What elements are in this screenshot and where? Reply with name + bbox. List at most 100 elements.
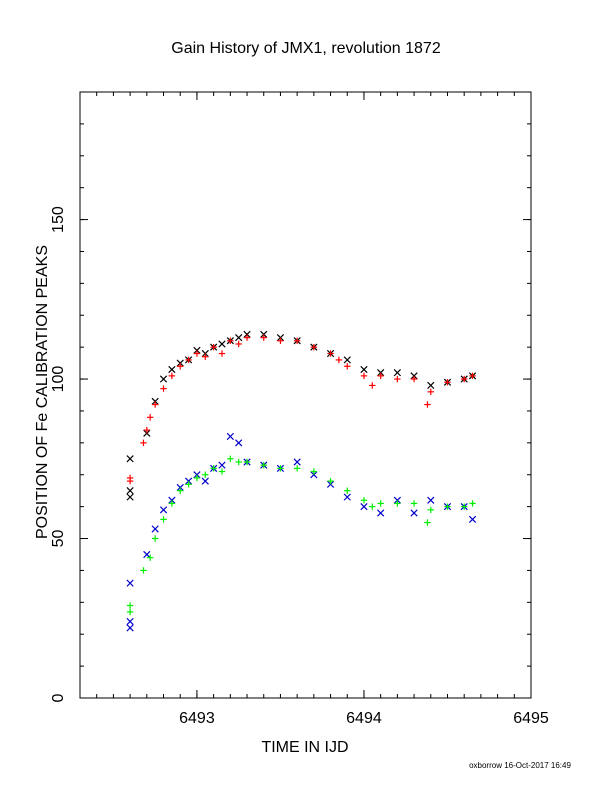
y-major-ticks xyxy=(80,219,531,699)
x-marker-stroke-b xyxy=(159,506,168,514)
series-2 xyxy=(126,334,476,485)
x-marker-stroke-b xyxy=(293,458,301,466)
series-2-point-34 xyxy=(469,372,476,380)
series-2-point-24 xyxy=(344,363,351,370)
series-4-point-9 xyxy=(185,481,192,488)
series-4-point-14 xyxy=(227,455,234,462)
series-2-point-16 xyxy=(235,340,242,348)
y-tick-label-100: 100 xyxy=(50,366,67,393)
x-marker-stroke-b xyxy=(126,624,134,632)
series-2-point-23 xyxy=(335,356,343,364)
series-1-point-23 xyxy=(360,365,368,374)
series-4-point-8 xyxy=(177,487,184,494)
series-2-point-19 xyxy=(277,337,284,344)
series-2-point-32 xyxy=(444,379,451,386)
series-4-point-18 xyxy=(277,465,284,472)
series-4-point-19 xyxy=(293,465,301,472)
series-2-point-27 xyxy=(377,372,384,380)
series-3-point-27 xyxy=(427,496,435,504)
series-4-point-13 xyxy=(218,468,226,475)
y-tick-label-150: 150 xyxy=(50,206,67,233)
series-3-point-19 xyxy=(293,458,301,466)
x-axis-label: TIME IN IJD xyxy=(261,739,348,756)
x-marker-stroke-b xyxy=(427,381,435,390)
series-4-point-6 xyxy=(160,516,167,523)
series-4-point-32 xyxy=(469,500,476,507)
series-2-point-3 xyxy=(140,439,147,447)
series-2-point-31 xyxy=(424,401,431,408)
series-3-point-6 xyxy=(159,506,168,514)
y-axis-label: POSITION OF Fe CALIBRATION PEAKS xyxy=(34,245,51,539)
x-marker-stroke-b xyxy=(427,496,435,504)
x-marker-stroke-b xyxy=(218,340,226,348)
series-2-point-8 xyxy=(168,372,176,380)
series-1-point-15 xyxy=(235,333,243,342)
x-marker-stroke-b xyxy=(360,503,368,511)
series-1-point-27 xyxy=(427,381,435,390)
series-2-point-26 xyxy=(369,382,376,389)
series-3-point-13 xyxy=(218,461,226,469)
x-tick-label-6494: 6494 xyxy=(346,710,382,727)
x-marker-stroke-b xyxy=(143,550,151,559)
x-marker-stroke-b xyxy=(126,455,134,463)
series-2-point-14 xyxy=(218,350,226,357)
series-3-point-26 xyxy=(410,509,418,517)
series-2-point-15 xyxy=(227,337,234,344)
series-2-point-9 xyxy=(177,363,184,370)
series-4-point-4 xyxy=(146,554,154,561)
series-4-point-17 xyxy=(260,461,267,469)
series-2-point-20 xyxy=(293,337,301,344)
series-2-point-22 xyxy=(327,350,334,357)
x-marker-stroke-b xyxy=(126,487,134,495)
x-marker-stroke-b xyxy=(410,509,418,517)
series-4-point-25 xyxy=(377,500,384,507)
series-3-point-24 xyxy=(377,509,385,517)
series-2-point-25 xyxy=(360,372,368,380)
series-4-point-28 xyxy=(427,506,434,514)
x-tick-label-6493: 6493 xyxy=(179,710,215,727)
series-2-point-28 xyxy=(394,375,401,383)
plot-frame xyxy=(79,91,532,699)
series-1 xyxy=(126,330,477,501)
series-4-point-22 xyxy=(344,487,351,494)
series-1-point-22 xyxy=(343,356,351,364)
series-4-point-26 xyxy=(394,500,401,507)
series-2-point-29 xyxy=(410,375,418,383)
series-3-point-23 xyxy=(360,503,368,511)
series-2-point-7 xyxy=(160,385,167,392)
series-3-point-2 xyxy=(126,617,134,626)
series-1-point-13 xyxy=(218,340,226,348)
series-4-point-7 xyxy=(168,500,176,507)
x-marker-stroke-b xyxy=(377,509,385,517)
series-1-point-6 xyxy=(159,375,168,383)
series-4-point-27 xyxy=(410,500,418,507)
series-1-point-2 xyxy=(126,487,134,495)
series-4-point-29 xyxy=(424,519,431,526)
series-2-point-12 xyxy=(202,353,209,360)
series-2-point-6 xyxy=(151,401,159,408)
x-marker-stroke-b xyxy=(235,439,243,447)
x-marker-stroke-b xyxy=(468,515,477,524)
series-3-point-5 xyxy=(151,525,159,533)
series-3-point-3 xyxy=(126,579,134,587)
x-marker-stroke-b xyxy=(126,579,134,587)
series-3-point-22 xyxy=(343,493,351,501)
series-3-point-14 xyxy=(226,432,234,441)
series-4-point-21 xyxy=(327,477,334,485)
x-marker-stroke-b xyxy=(393,369,401,377)
series-4-point-16 xyxy=(243,458,251,466)
y-tick-label-0: 0 xyxy=(50,693,67,702)
series-4-point-30 xyxy=(444,503,451,510)
series-2-point-2 xyxy=(126,474,134,482)
series-2-point-17 xyxy=(243,334,251,341)
x-marker-stroke-b xyxy=(159,375,168,383)
series-4-point-10 xyxy=(193,474,201,482)
series-4-point-11 xyxy=(202,471,209,478)
series-2-point-33 xyxy=(460,375,468,383)
series-1-point-7 xyxy=(168,365,176,374)
series-2-point-10 xyxy=(185,356,192,364)
x-marker-stroke-b xyxy=(126,617,134,626)
series-4-point-20 xyxy=(310,468,318,475)
y-minor-ticks xyxy=(80,123,531,699)
